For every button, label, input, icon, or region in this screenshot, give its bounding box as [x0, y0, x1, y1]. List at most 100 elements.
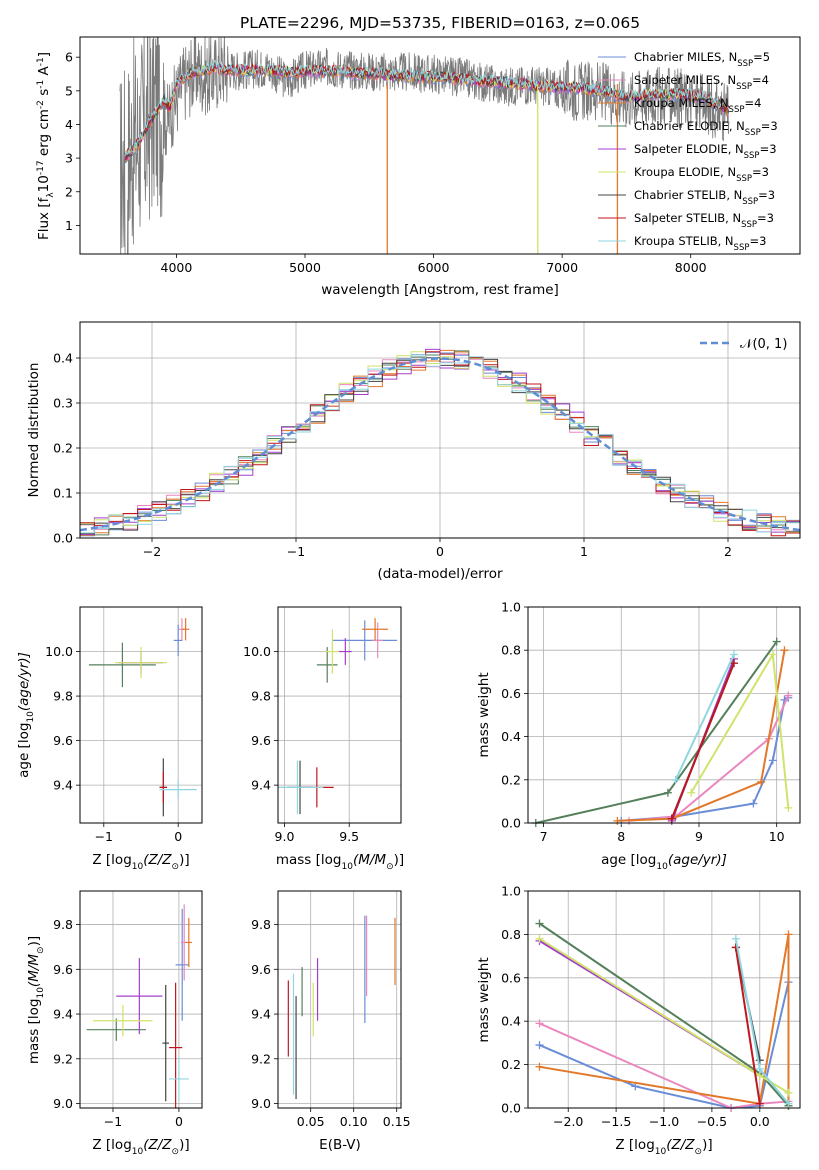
x-tick-label: 0 — [175, 1114, 183, 1129]
spectrum-plot-area — [119, 37, 730, 254]
xlabel-part: (age/yr)] — [668, 852, 727, 868]
legend-label-value: =3 — [760, 142, 777, 156]
y-tick-label: 9.8 — [251, 689, 271, 704]
legend-label-sub: SSP — [745, 128, 761, 138]
xlabel-sub: 10 — [655, 1147, 667, 1157]
xlabel-part: Z [log — [615, 1137, 654, 1153]
xlabel-part: )] — [179, 852, 190, 868]
weight-vs-age-ylabel: mass weight — [476, 672, 492, 757]
spectrum-ylabel-sup: -1 — [36, 80, 46, 89]
xlabel-sun: ⊙ — [172, 1147, 180, 1157]
xlabel-part: (Z/Z — [143, 1137, 172, 1153]
weight-point-marker — [613, 816, 622, 825]
weight-series-line — [617, 650, 786, 822]
legend-label-value: =3 — [757, 211, 774, 225]
legend-label-text: Chabrier ELODIE, N — [634, 119, 745, 133]
x-tick-label: −1 — [104, 1114, 122, 1129]
y-tick-label: 0.2 — [501, 1057, 521, 1072]
xlabel-sun: ⊙ — [172, 862, 180, 872]
y-tick-label: 9.6 — [53, 733, 73, 748]
weight-point-marker — [768, 650, 777, 659]
age-vs-mass-grid: 9.0 9.5 9.4 9.6 9.8 10.0 — [243, 607, 401, 844]
ylabel-part: age [log — [16, 723, 32, 778]
weight-point-marker — [784, 930, 793, 939]
weight-point-marker — [772, 637, 781, 646]
x-tick-label: −1 — [95, 829, 113, 844]
legend-label-value: =3 — [749, 234, 766, 248]
weight-point-marker — [535, 919, 544, 928]
weight-series-line — [734, 947, 761, 1104]
weight-vs-metallicity-xlabel: Z [log10(Z/Z⊙)] — [615, 1137, 712, 1157]
weight-point-marker — [663, 788, 672, 797]
weight-point-marker — [535, 1062, 544, 1071]
weight-series-line — [539, 1022, 789, 1110]
spectrum-ylabel: Flux [fλ10-17 erg cm-2 s-1 A-1] — [36, 52, 56, 240]
weight-point-marker — [757, 777, 766, 786]
mass-vs-metallicity-panel: −1 09.09.29.49.69.8 Z [log10(Z/Z⊙)] mass … — [26, 890, 203, 1157]
mass-vs-metallicity-xlabel: Z [log10(Z/Z⊙)] — [92, 1137, 189, 1157]
legend-label-sub: SSP — [741, 220, 757, 230]
xlabel-part: Z [log — [92, 852, 131, 868]
x-tick-label: −1.0 — [649, 1114, 679, 1129]
xlabel-sub: 10 — [341, 862, 353, 872]
residual-ylabel: Normed distribution — [26, 363, 42, 498]
xlabel-sub: 10 — [132, 1147, 144, 1157]
x-tick-label: 6000 — [418, 260, 450, 275]
weight-point-marker — [780, 646, 789, 655]
legend-label-text: Kroupa MILES, N — [634, 96, 729, 110]
y-tick-label: 9.6 — [251, 962, 271, 977]
weight-point-marker — [784, 691, 793, 700]
residual-histogram-line — [80, 351, 800, 537]
weight-lines — [531, 637, 793, 827]
legend-label: Chabrier MILES, NSSP=5 — [634, 50, 770, 69]
y-tick-label: 0.8 — [501, 643, 521, 658]
xlabel-part: age [log — [601, 852, 656, 868]
spectrum-lines — [119, 37, 730, 254]
weight-point-marker — [784, 803, 793, 812]
x-tick-label: 9.0 — [275, 829, 295, 844]
weight-vs-age-frame — [527, 606, 801, 824]
spectrum-ylabel-part: s — [36, 89, 52, 100]
weight-vs-age-xlabel: age [log10(age/yr)] — [601, 852, 727, 872]
residual-plot-area — [80, 348, 800, 537]
legend-label: Kroupa STELIB, NSSP=3 — [634, 234, 766, 253]
y-tick-label: 10.0 — [243, 644, 271, 659]
xlabel-part: Z [log — [92, 1137, 131, 1153]
weight-point-marker — [755, 1064, 764, 1073]
weight-series-line — [674, 654, 735, 781]
weight-point-marker — [687, 788, 696, 797]
residual-histogram-line — [80, 356, 800, 535]
weight-point-marker — [731, 934, 740, 943]
legend-label-text: Chabrier STELIB, N — [634, 188, 742, 202]
spectrum-ylabel-sup: -2 — [36, 100, 46, 109]
residual-panel: −2 −1 0 1 2 0.0 0.1 0.2 0.3 0.4 (data-model)/erro… — [26, 321, 801, 582]
residual-legend: 𝒩(0, 1) — [700, 337, 787, 352]
ylabel-sun: ⊙ — [36, 946, 46, 954]
x-tick-label: 0.10 — [340, 1114, 368, 1129]
x-tick-label: 4000 — [161, 260, 193, 275]
y-tick-label: 0.4 — [501, 1014, 521, 1029]
ylabel-part: )] — [26, 936, 42, 947]
y-tick-label: 9.8 — [53, 689, 73, 704]
legend-label-sub: SSP — [742, 197, 758, 207]
y-tick-label: 9.4 — [251, 778, 271, 793]
legend-label: Salpeter STELIB, NSSP=3 — [634, 211, 774, 230]
spectrum-xlabel: wavelength [Angstrom, rest frame] — [321, 282, 559, 298]
x-tick-label: 2 — [724, 544, 732, 559]
legend-label-value: =5 — [753, 50, 770, 64]
weight-point-marker — [729, 650, 738, 659]
x-tick-label: 9.5 — [339, 829, 359, 844]
spectrum-ylabel-part: A — [36, 65, 52, 79]
mass-vs-reddening-plot-area — [287, 915, 396, 1100]
x-tick-label: −1 — [287, 544, 305, 559]
model-spectrum-line — [124, 60, 730, 157]
y-tick-label: 1.0 — [501, 600, 521, 615]
error-bars — [88, 618, 197, 817]
spectrum-ylabel-part: 10 — [36, 175, 52, 192]
y-tick-label: 9.2 — [53, 1051, 73, 1066]
legend-label: Chabrier ELODIE, NSSP=3 — [634, 119, 778, 138]
xlabel-part: mass [log — [276, 852, 342, 868]
ylabel-part: (M/M — [26, 954, 42, 987]
mass-vs-metallicity-frame — [79, 890, 203, 1109]
x-tick-label: −2 — [143, 544, 161, 559]
